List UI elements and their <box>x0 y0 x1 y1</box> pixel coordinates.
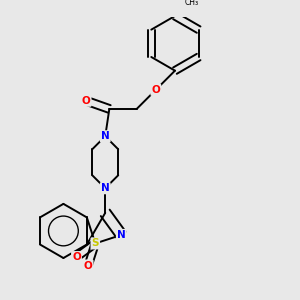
Text: S: S <box>92 238 99 248</box>
Text: O: O <box>82 96 91 106</box>
Text: O: O <box>72 252 81 262</box>
Text: N: N <box>117 230 126 240</box>
Text: O: O <box>84 260 92 271</box>
Text: O: O <box>152 85 160 95</box>
Text: N: N <box>101 131 110 141</box>
Text: N: N <box>101 183 110 193</box>
Text: CH₃: CH₃ <box>184 0 198 7</box>
